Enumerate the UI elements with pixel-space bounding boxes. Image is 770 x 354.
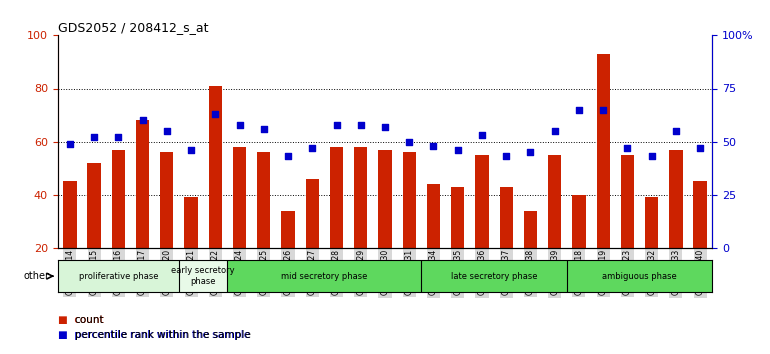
Bar [621,155,634,301]
Bar [500,187,513,301]
Bar [227,260,421,292]
Bar [136,120,149,301]
Bar [645,198,658,301]
Bar [572,195,586,301]
Bar [669,149,682,301]
Bar [427,184,440,301]
Point [573,107,585,113]
Point [258,126,270,132]
Bar [548,155,561,301]
Bar [330,147,343,301]
Bar [112,149,125,301]
Bar [567,260,712,292]
Point [548,128,561,134]
Point [185,147,197,153]
Point [645,154,658,159]
Point [330,122,343,127]
Point [451,147,464,153]
Text: percentile rank within the sample: percentile rank within the sample [75,330,250,339]
Text: proliferative phase: proliferative phase [79,272,158,281]
Text: ■  percentile rank within the sample: ■ percentile rank within the sample [58,330,250,339]
Bar [475,155,489,301]
Bar [403,152,416,301]
Point [233,122,246,127]
Text: ■  count: ■ count [58,315,103,325]
Point [476,132,488,138]
Point [112,135,125,140]
Bar [209,86,222,301]
Point [621,145,634,151]
Point [88,135,100,140]
Text: count: count [75,315,104,325]
Bar [524,211,537,301]
Point [161,128,173,134]
Bar [694,181,707,301]
Text: early secretory
phase: early secretory phase [172,267,235,286]
Point [524,149,537,155]
Point [694,145,706,151]
Text: mid secretory phase: mid secretory phase [281,272,367,281]
Point [282,154,294,159]
Bar [378,149,392,301]
Bar [451,187,464,301]
Bar [58,260,179,292]
Point [355,122,367,127]
Text: GDS2052 / 208412_s_at: GDS2052 / 208412_s_at [58,21,208,34]
Point [597,107,609,113]
Bar [233,147,246,301]
Bar [354,147,367,301]
Bar [281,211,295,301]
Text: late secretory phase: late secretory phase [450,272,537,281]
Point [500,154,512,159]
Bar [179,260,227,292]
Text: other: other [23,271,49,281]
Bar [257,152,270,301]
Point [306,145,319,151]
Bar [306,179,319,301]
Point [670,128,682,134]
Point [64,141,76,147]
Bar [421,260,567,292]
Point [209,111,222,117]
Point [403,139,415,144]
Bar [160,152,173,301]
Point [379,124,391,130]
Text: ambiguous phase: ambiguous phase [602,272,677,281]
Bar [63,181,76,301]
Bar [597,54,610,301]
Bar [184,198,198,301]
Point [427,143,440,149]
Point [136,118,149,123]
Bar [88,163,101,301]
